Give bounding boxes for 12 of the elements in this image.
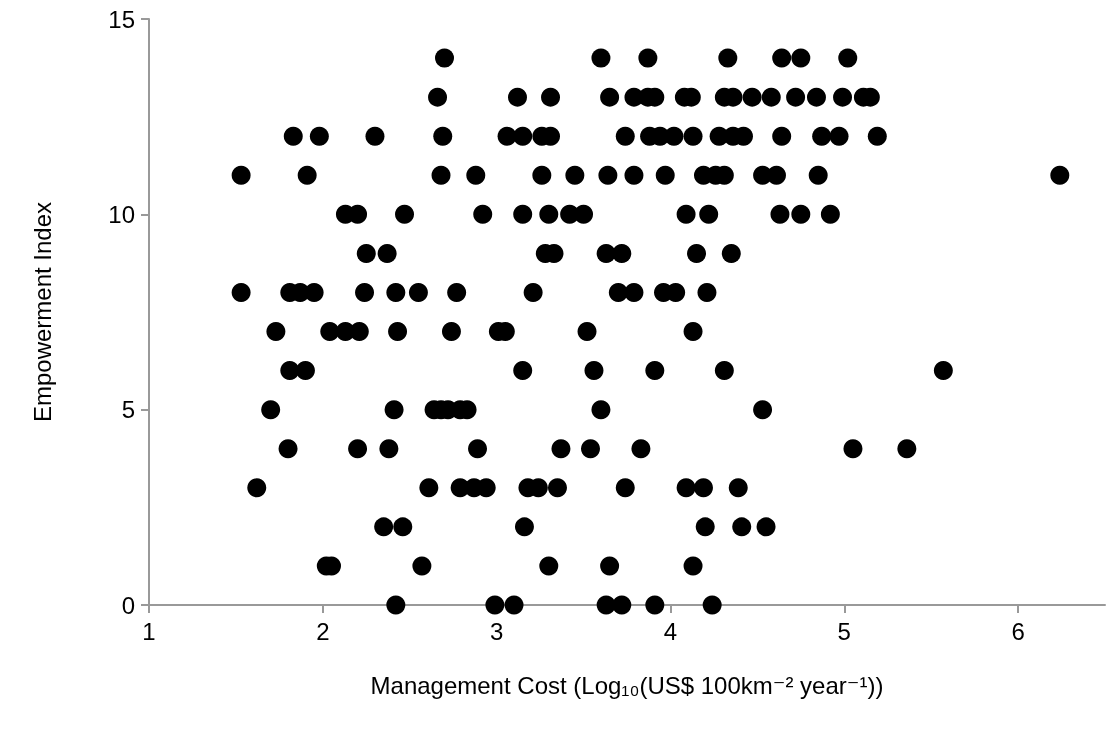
x-tick-label: 5 — [837, 617, 851, 645]
y-tick-label: 15 — [108, 5, 135, 33]
x-tick-label: 1 — [142, 617, 156, 645]
x-tick-label: 3 — [489, 617, 504, 645]
y-axis-title: Empowerment Index — [28, 201, 56, 423]
y-tick-label: 10 — [108, 200, 135, 228]
x-tick-label: 6 — [1011, 617, 1025, 645]
x-axis-title: Management Cost (Log₁₀(US$ 100km⁻² year⁻¹)) — [370, 671, 884, 699]
y-tick-label: 0 — [121, 591, 135, 619]
x-tick-label: 2 — [316, 617, 330, 645]
x-tick-label: 4 — [663, 617, 678, 645]
y-tick-label: 5 — [121, 396, 135, 424]
